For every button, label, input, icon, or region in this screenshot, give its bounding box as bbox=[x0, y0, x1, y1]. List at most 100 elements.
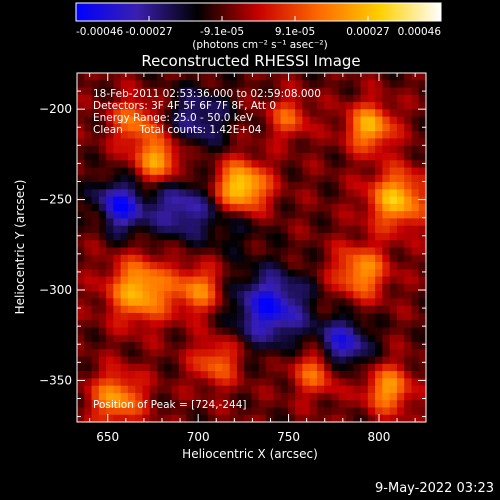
heatmap-cell bbox=[360, 371, 369, 379]
heatmap-cell bbox=[127, 102, 136, 110]
heatmap-cell bbox=[367, 196, 376, 205]
heatmap-cell bbox=[266, 291, 274, 299]
heatmap-cell bbox=[207, 87, 216, 96]
heatmap-cell bbox=[316, 232, 325, 241]
heatmap-cell bbox=[266, 80, 274, 89]
heatmap-cell bbox=[106, 305, 114, 314]
heatmap-cell bbox=[266, 312, 274, 321]
heatmap-cell bbox=[404, 116, 413, 125]
heatmap-cell bbox=[258, 334, 267, 343]
heatmap-cell bbox=[236, 218, 245, 227]
heatmap-cell bbox=[266, 109, 274, 118]
heatmap-cell bbox=[215, 371, 224, 379]
heatmap-cell bbox=[316, 400, 325, 409]
heatmap-cell bbox=[84, 385, 93, 394]
heatmap-cell bbox=[266, 189, 274, 198]
heatmap-cell bbox=[389, 240, 398, 249]
heatmap-cell bbox=[222, 378, 231, 387]
heatmap-cell bbox=[316, 138, 325, 147]
heatmap-cell bbox=[302, 371, 311, 379]
heatmap-cell bbox=[127, 123, 136, 132]
heatmap-cell bbox=[287, 123, 296, 132]
heatmap-cell bbox=[331, 269, 340, 278]
heatmap-cell bbox=[404, 414, 413, 423]
heatmap-cell bbox=[171, 116, 180, 125]
heatmap-cell bbox=[418, 349, 427, 358]
heatmap-cell bbox=[353, 87, 362, 96]
heatmap-cell bbox=[171, 298, 180, 307]
heatmap-cell bbox=[411, 145, 420, 154]
heatmap-cell bbox=[222, 305, 231, 314]
heatmap-cell bbox=[411, 211, 420, 220]
heatmap-cell bbox=[113, 298, 122, 307]
heatmap-cell bbox=[331, 116, 340, 125]
heatmap-cell bbox=[396, 218, 405, 227]
colorbar-ticks: -0.00046 -0.00027 -9.1e-05 9.1e-05 0.00027 0.… bbox=[75, 16, 442, 38]
heatmap-cell bbox=[77, 73, 85, 81]
heatmap-cell bbox=[149, 312, 158, 321]
heatmap-cell bbox=[91, 160, 100, 169]
heatmap-cell bbox=[193, 196, 202, 205]
heatmap-cell bbox=[411, 371, 420, 379]
heatmap-cell bbox=[266, 342, 274, 350]
heatmap-cell bbox=[367, 123, 376, 132]
heatmap-cell bbox=[98, 189, 107, 198]
heatmap-cell bbox=[178, 218, 187, 227]
heatmap-cell bbox=[186, 80, 194, 89]
heatmap-cell bbox=[302, 145, 311, 154]
heatmap-cell bbox=[295, 152, 303, 161]
heatmap-cell bbox=[200, 276, 209, 285]
heatmap-cell bbox=[229, 240, 238, 249]
heatmap-cell bbox=[251, 291, 260, 299]
heatmap-cell bbox=[280, 116, 289, 125]
heatmap-cell bbox=[382, 182, 391, 190]
annotation-clean: Clean Total counts: 1.42E+04 bbox=[93, 124, 262, 136]
heatmap-cell bbox=[149, 407, 158, 416]
heatmap-cell bbox=[382, 203, 391, 212]
heatmap-cell bbox=[375, 189, 383, 198]
heatmap-cell bbox=[229, 363, 238, 372]
heatmap-cell bbox=[142, 378, 151, 387]
heatmap-cell bbox=[346, 363, 354, 372]
heatmap-cell bbox=[178, 305, 187, 314]
heatmap-cell bbox=[84, 218, 93, 227]
heatmap-cell bbox=[367, 342, 376, 350]
heatmap-cell bbox=[91, 254, 100, 263]
heatmap-cell bbox=[273, 218, 282, 227]
heatmap-cell bbox=[200, 400, 209, 409]
heatmap-cell bbox=[244, 211, 253, 220]
heatmap-cell bbox=[266, 240, 274, 249]
heatmap-cell bbox=[404, 363, 413, 372]
heatmap-cell bbox=[360, 305, 369, 314]
heatmap-cell bbox=[77, 174, 85, 183]
heatmap-cell bbox=[113, 196, 122, 205]
heatmap-cell bbox=[346, 94, 354, 103]
heatmap-cell bbox=[382, 189, 391, 198]
heatmap-cell bbox=[316, 378, 325, 387]
heatmap-cell bbox=[215, 254, 224, 263]
heatmap-cell bbox=[360, 356, 369, 365]
heatmap-cell bbox=[207, 320, 216, 329]
heatmap-cell bbox=[149, 371, 158, 379]
colorbar-tick-label: -9.1e-05 bbox=[200, 26, 244, 38]
heatmap-cell bbox=[295, 123, 303, 132]
heatmap-cell bbox=[396, 145, 405, 154]
heatmap-cell bbox=[266, 182, 274, 190]
heatmap-cell bbox=[98, 160, 107, 169]
heatmap-cell bbox=[346, 225, 354, 234]
heatmap-cell bbox=[113, 203, 122, 212]
heatmap-cell bbox=[120, 312, 129, 321]
heatmap-cell bbox=[382, 392, 391, 401]
heatmap-cell bbox=[171, 152, 180, 161]
heatmap-cell bbox=[77, 109, 85, 118]
heatmap-cell bbox=[338, 342, 347, 350]
heatmap-cell bbox=[149, 334, 158, 343]
heatmap-cell bbox=[127, 269, 136, 278]
heatmap-cell bbox=[273, 160, 282, 169]
heatmap-cell bbox=[353, 334, 362, 343]
heatmap-cell bbox=[287, 138, 296, 147]
heatmap-cell bbox=[106, 312, 114, 321]
heatmap-cell bbox=[156, 262, 165, 270]
heatmap-cell bbox=[113, 94, 122, 103]
heatmap-cell bbox=[338, 87, 347, 96]
